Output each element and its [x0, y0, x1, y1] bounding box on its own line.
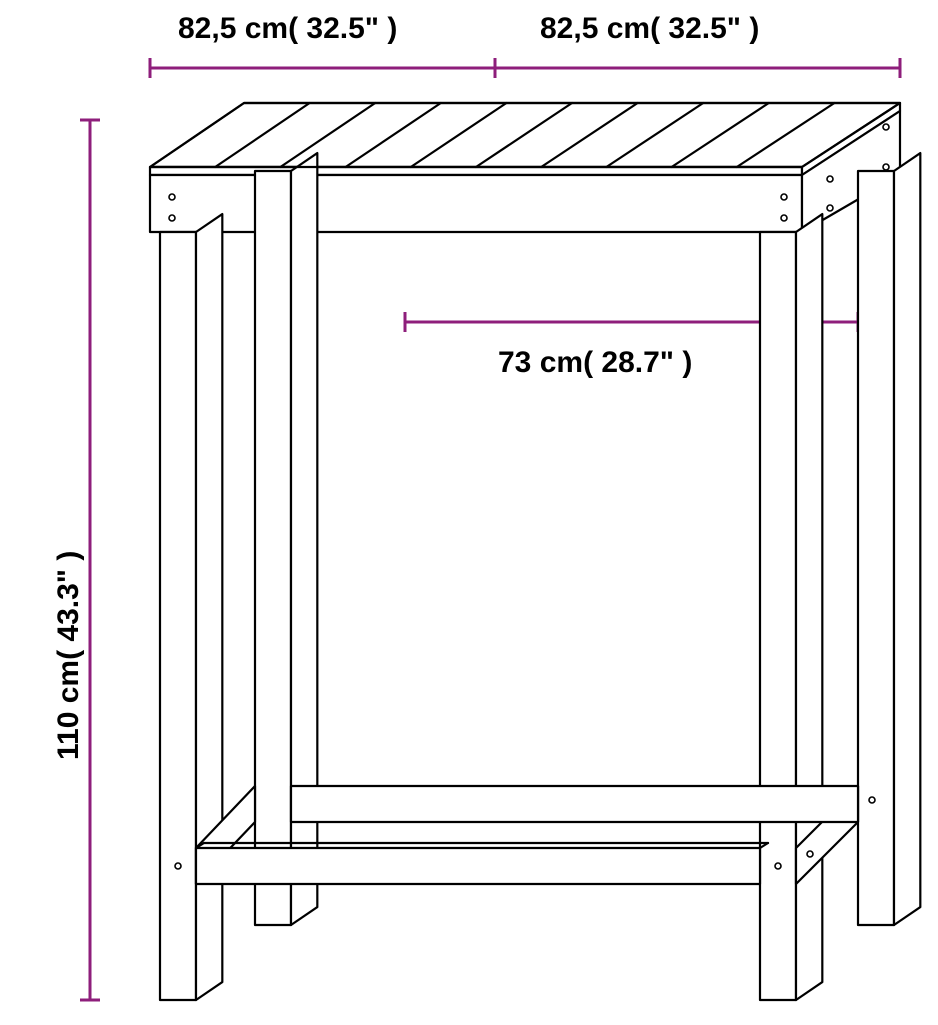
dim-label-inner: 73 cm( 28.7" ): [498, 346, 692, 380]
dim-label-depth: 82,5 cm( 32.5" ): [540, 12, 759, 46]
dim-label-height: 110 cm( 43.3" ): [52, 551, 86, 760]
diagram-svg: [0, 0, 938, 1020]
dim-label-width: 82,5 cm( 32.5" ): [178, 12, 397, 46]
diagram-canvas: 82,5 cm( 32.5" ) 82,5 cm( 32.5" ) 110 cm…: [0, 0, 938, 1020]
